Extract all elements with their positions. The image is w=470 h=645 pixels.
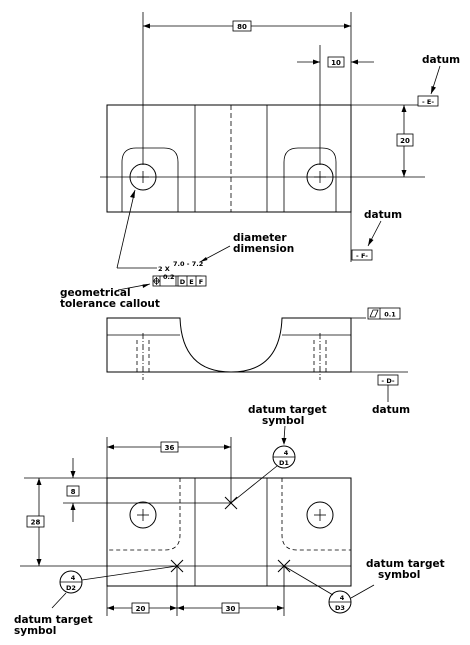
fcf-tolerance: 0.2: [163, 273, 175, 281]
flatness-callout: 0.1: [351, 307, 401, 320]
datum-e-label: datum: [422, 54, 460, 66]
hole-count: 2 X: [158, 265, 170, 273]
target-d3-label-2: symbol: [378, 569, 420, 581]
dimension-bottom-small: 8: [63, 458, 107, 522]
target-d1-id: D1: [279, 459, 289, 467]
geom-tol-label-1: geometrical: [60, 287, 131, 299]
datum-target-d2: 4 D2 datum target symbol: [14, 565, 178, 637]
diameter-label-1: diameter: [233, 232, 287, 244]
datum-f-group: datum - F-: [350, 209, 402, 262]
dimension-bottom-top: 36: [106, 437, 232, 503]
diameter-callout: 2 X 7.0 - 7.2 diameter dimension: [116, 189, 294, 273]
target-d2-label-1: datum target: [14, 614, 93, 626]
flatness-value: 0.1: [384, 311, 396, 319]
bottom-left-hole: [129, 501, 157, 529]
target-d2-label-2: symbol: [14, 625, 56, 637]
target-d1-label-2: symbol: [262, 415, 304, 427]
dimension-80: 80: [237, 23, 247, 31]
diameter-label-2: dimension: [233, 243, 294, 255]
fcf-datum-f: F: [199, 278, 203, 286]
dimension-top-offset: 10: [297, 45, 374, 165]
dimension-bottom-height: 28: [24, 477, 63, 566]
datum-target-d1: datum target symbol 4 D1: [230, 404, 327, 504]
datum-e-group: datum - E-: [417, 54, 460, 107]
datum-d-group: - D- datum: [351, 371, 410, 416]
feature-control-frame: 0.2 D E F: [117, 273, 207, 291]
dimension-36: 36: [165, 444, 175, 452]
dimension-28: 28: [31, 519, 41, 527]
fcf-datum-e: E: [189, 278, 193, 286]
datum-f-label: datum: [364, 209, 402, 221]
geom-tol-label-2: tolerance callout: [60, 298, 160, 310]
datum-f-box: - F-: [356, 252, 368, 260]
top-view-outline: [106, 104, 352, 213]
target-d2-id: D2: [66, 584, 76, 592]
dimension-bottom-chain: 20 30: [106, 566, 285, 616]
bottom-view: [20, 477, 352, 587]
datum-target-d3: 4 D3 datum target symbol: [283, 558, 445, 614]
target-d3-size: 4: [340, 594, 345, 602]
top-view: [100, 104, 425, 213]
front-view: [106, 317, 352, 380]
target-d2-size: 4: [71, 574, 76, 582]
target-d3-id: D3: [335, 604, 345, 612]
front-view-outline: [106, 317, 352, 373]
bottom-view-outline: [106, 477, 352, 587]
bottom-right-hole: [306, 501, 334, 529]
dimension-20: 20: [400, 137, 410, 145]
dimension-10: 10: [331, 59, 341, 67]
target-d1-label-1: datum target: [248, 404, 327, 416]
dimension-8: 8: [71, 488, 76, 496]
target-d3-label-1: datum target: [366, 558, 445, 570]
datum-e-box: - E-: [422, 98, 434, 106]
dimension-top-height: 20: [351, 104, 418, 177]
datum-d-label: datum: [372, 404, 410, 416]
datum-d-box: - D-: [381, 377, 394, 385]
fcf-datum-d: D: [180, 278, 186, 286]
hole-range: 7.0 - 7.2: [173, 260, 203, 268]
dimension-30: 30: [226, 605, 236, 613]
dimension-20-bottom: 20: [136, 605, 146, 613]
target-d1-size: 4: [284, 449, 289, 457]
dimension-top-overall: 80: [142, 12, 352, 165]
